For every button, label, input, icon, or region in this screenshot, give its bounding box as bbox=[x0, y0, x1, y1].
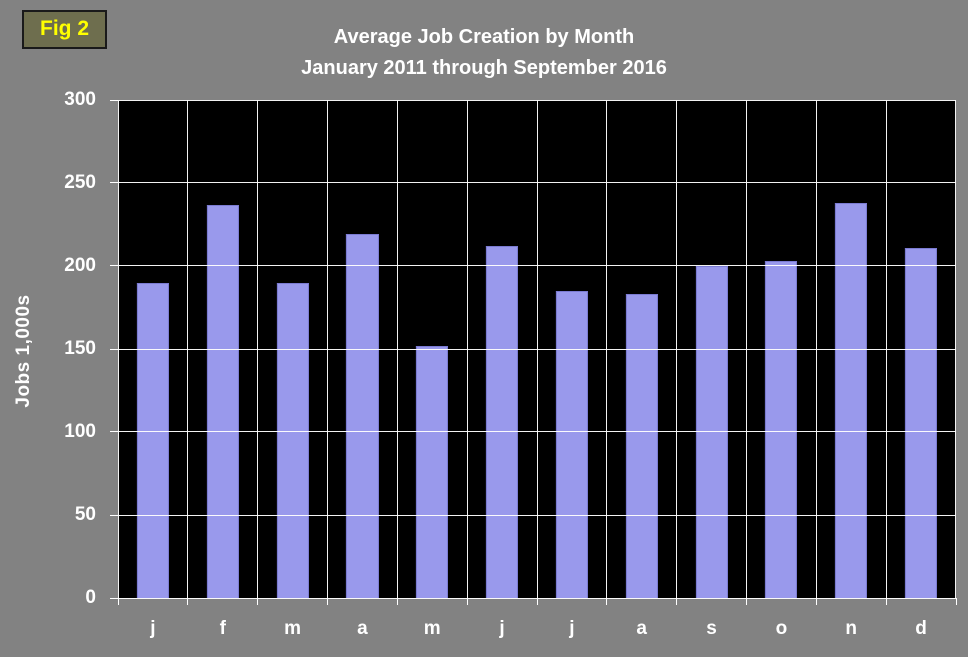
bar-column bbox=[327, 100, 397, 598]
x-axis-tick-mark bbox=[955, 598, 957, 605]
vertical-gridline bbox=[536, 100, 538, 598]
bar bbox=[555, 290, 588, 598]
x-tick-label: n bbox=[845, 618, 857, 639]
x-tick-label: f bbox=[219, 618, 226, 639]
y-tick-label: 250 bbox=[64, 172, 96, 193]
vertical-gridline bbox=[606, 100, 608, 598]
y-axis-ticks: 300 250 200 150 100 50 0 bbox=[0, 89, 108, 608]
bar-column bbox=[746, 100, 816, 598]
vertical-gridline bbox=[327, 100, 328, 598]
y-axis-tick-mark bbox=[110, 597, 118, 599]
x-axis-tick-mark bbox=[117, 598, 119, 605]
y-axis-tick-mark bbox=[110, 182, 118, 184]
x-axis-tick-mark bbox=[396, 598, 398, 605]
y-tick-label: 0 bbox=[85, 587, 96, 608]
bar bbox=[765, 261, 798, 598]
y-axis-tick-mark bbox=[110, 514, 118, 516]
chart-title-block: Average Job Creation by Month January 20… bbox=[0, 22, 968, 84]
vertical-gridline bbox=[396, 100, 398, 598]
x-axis-tick-mark bbox=[606, 598, 608, 605]
bar-column bbox=[397, 100, 467, 598]
x-tick-label: j bbox=[499, 618, 505, 639]
bars-layer bbox=[118, 100, 956, 598]
bar bbox=[625, 294, 658, 598]
plot-area bbox=[110, 99, 957, 605]
vertical-gridline bbox=[118, 100, 119, 598]
y-axis-tick-mark bbox=[110, 348, 118, 350]
bar-column bbox=[258, 100, 328, 598]
y-tick-label: 300 bbox=[64, 89, 96, 110]
bar bbox=[136, 282, 169, 598]
x-axis-tick-mark bbox=[187, 598, 189, 605]
x-tick-label: o bbox=[775, 618, 788, 639]
y-tick-label: 150 bbox=[64, 338, 96, 359]
bar-column bbox=[886, 100, 956, 598]
x-tick-label: s bbox=[706, 618, 717, 639]
bar-column bbox=[537, 100, 607, 598]
y-tick-label: 50 bbox=[74, 504, 96, 525]
x-tick-label: m bbox=[423, 618, 441, 639]
bar-column bbox=[816, 100, 886, 598]
vertical-gridline bbox=[815, 100, 817, 598]
x-tick-label: m bbox=[284, 618, 302, 639]
x-axis-tick-mark bbox=[746, 598, 747, 605]
y-axis-tick-mark bbox=[110, 99, 118, 101]
x-axis-tick-mark bbox=[536, 598, 538, 605]
bar bbox=[276, 282, 309, 598]
x-axis-tick-mark bbox=[327, 598, 328, 605]
y-tick-label: 100 bbox=[64, 421, 96, 442]
vertical-gridline bbox=[955, 100, 956, 598]
y-axis-tick-mark bbox=[110, 431, 118, 433]
bar-column bbox=[118, 100, 188, 598]
bar bbox=[206, 204, 239, 598]
chart-title: Average Job Creation by Month bbox=[333, 26, 635, 48]
x-tick-label: a bbox=[636, 618, 647, 639]
vertical-gridline bbox=[746, 100, 747, 598]
vertical-gridline bbox=[187, 100, 189, 598]
y-axis-tick-mark bbox=[110, 265, 118, 267]
x-axis-tick-mark bbox=[885, 598, 887, 605]
bar bbox=[346, 234, 379, 598]
x-axis-tick-mark bbox=[257, 598, 259, 605]
x-tick-label: j bbox=[569, 618, 575, 639]
vertical-gridline bbox=[466, 100, 468, 598]
vertical-gridline bbox=[885, 100, 887, 598]
x-axis-tick-mark bbox=[815, 598, 817, 605]
bar-column bbox=[607, 100, 677, 598]
y-tick-label: 200 bbox=[64, 255, 96, 276]
bar bbox=[416, 345, 449, 598]
bar bbox=[904, 247, 938, 598]
bar bbox=[835, 202, 868, 598]
vertical-gridline bbox=[676, 100, 678, 598]
bar bbox=[485, 246, 519, 598]
chart-subtitle: January 2011 through September 2016 bbox=[301, 57, 667, 79]
bar-column bbox=[188, 100, 258, 598]
x-tick-label: a bbox=[357, 618, 368, 639]
x-axis-tick-mark bbox=[466, 598, 468, 605]
figure-number-label: Fig 2 bbox=[40, 17, 90, 40]
vertical-gridline bbox=[257, 100, 259, 598]
figure-number-badge: Fig 2 bbox=[22, 10, 108, 49]
bar-column bbox=[467, 100, 537, 598]
x-axis-tick-mark bbox=[676, 598, 678, 605]
x-tick-label: j bbox=[150, 618, 156, 639]
x-tick-label: d bbox=[915, 618, 927, 639]
